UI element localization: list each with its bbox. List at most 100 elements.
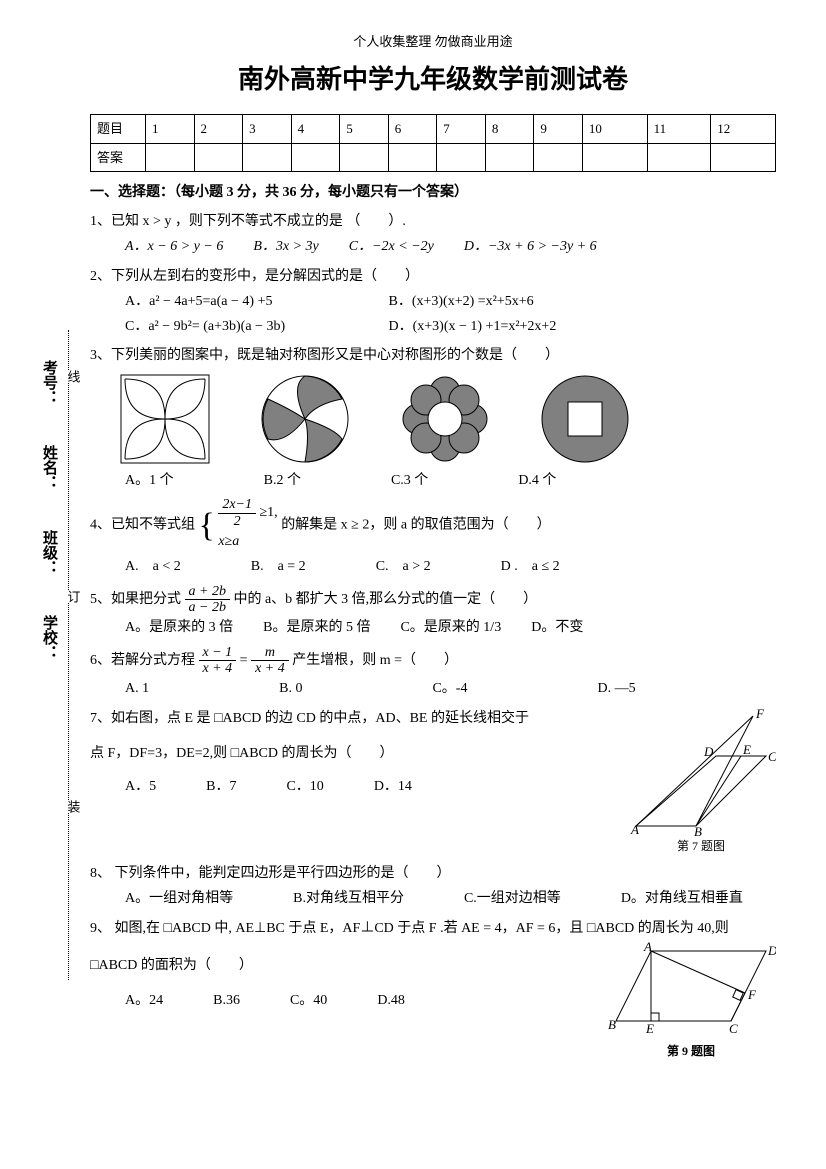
page-title: 南外高新中学九年级数学前测试卷 [90,57,776,104]
table-cell: 12 [711,115,776,143]
table-cell [582,143,647,171]
table-cell: 6 [388,115,437,143]
binding-mark: 订 [61,590,84,603]
option: D.48 [377,988,405,1013]
frac-den: x + 4 [251,661,289,676]
svg-text:C: C [729,1021,738,1036]
svg-text:A: A [643,941,652,954]
question-text: 9、 如图,在 □ABCD 中, AE⊥BC 于点 E，AF⊥CD 于点 F .… [90,916,776,941]
option: A. 1 [125,676,149,701]
option: C.3 个 [391,468,428,493]
pattern-4-icon [540,374,630,464]
question-3: 3、下列美丽的图案中，既是轴对称图形又是中心对称图形的个数是（ ） [90,343,776,493]
svg-text:E: E [645,1021,654,1036]
side-label: 班级： [35,530,62,575]
question-text: 1、已知 x > y ，则下列不等式不成立的是 （ ）. [90,214,406,229]
frac-den: 2 [218,514,256,529]
question-6: 6、若解分式方程 x − 1x + 4 = mx + 4 产生增根，则 m =（… [90,645,776,702]
option: D．(x+3)(x − 1) +1=x²+2x+2 [389,319,557,334]
table-cell [388,143,437,171]
table-cell: 4 [291,115,340,143]
svg-text:C: C [768,749,776,764]
table-cell [194,143,243,171]
option: C。是原来的 1/3 [400,615,501,640]
figure-caption: 第 9 题图 [606,1041,776,1063]
option: A．x − 6 > y − 6 [125,234,223,259]
option: C。40 [290,988,327,1013]
option: A．a² − 4a+5=a(a − 4) +5 [125,289,385,314]
option: B. 0 [279,676,302,701]
binding-mark: 线 [61,370,84,383]
option: C．10 [286,774,323,799]
frac-den: x + 4 [199,661,237,676]
table-cell [437,143,486,171]
figure-9: A D B E C F 第 9 题图 [606,941,776,1063]
option: B．7 [206,774,236,799]
question-text: 6、若解分式方程 [90,653,195,668]
figure-caption: 第 7 题图 [626,836,776,858]
figure-7: A B C D E F 第 7 题图 [626,706,776,858]
option: C。-4 [432,676,467,701]
option: A。一组对角相等 [125,886,233,911]
pattern-3-icon [400,374,490,464]
option: A。1 个 [125,468,174,493]
option: B.36 [213,988,240,1013]
svg-text:D: D [703,744,714,759]
header-note: 个人收集整理 勿做商业用途 [90,30,776,53]
table-cell: 3 [243,115,292,143]
question-4: 4、已知不等式组 { 2x−12 ≥1, x≥a 的解集是 x ≥ 2，则 a … [90,497,776,579]
side-label: 姓名： [35,445,62,490]
question-text: 3、下列美丽的图案中，既是轴对称图形又是中心对称图形的个数是（ ） [90,348,559,363]
question-text: 5、如果把分式 [90,592,181,607]
option: C．a² − 9b²= (a+3b)(a − 3b) [125,314,385,339]
option: D．14 [374,774,412,799]
binding-line: 线 订 装 [68,330,69,980]
table-cell [291,143,340,171]
svg-text:F: F [747,987,757,1002]
option: C.一组对边相等 [464,886,561,911]
option: B。是原来的 5 倍 [263,615,370,640]
option: D. —5 [597,676,635,701]
question-5: 5、如果把分式 a + 2ba − 2b 中的 a、b 都扩大 3 倍,那么分式… [90,584,776,641]
question-2: 2、下列从左到右的变形中，是分解因式的是（ ） A．a² − 4a+5=a(a … [90,264,776,340]
table-cell: 9 [534,115,583,143]
option: C．−2x < −2y [349,234,434,259]
table-cell [146,143,195,171]
side-label: 学校： [35,615,62,660]
binding-mark: 装 [61,800,84,813]
frac-den: a − 2b [185,600,230,615]
question-text: 中的 a、b 都扩大 3 倍,那么分式的值一定（ ） [233,592,537,607]
table-cell: 11 [647,115,711,143]
line2: x≥a [218,534,239,549]
option: B．(x+3)(x+2) =x²+5x+6 [389,294,534,309]
question-1: 1、已知 x > y ，则下列不等式不成立的是 （ ）. A．x − 6 > y… [90,209,776,259]
frac-num: a + 2b [185,584,230,600]
option: D.4 个 [518,468,556,493]
table-cell [485,143,534,171]
svg-text:E: E [742,742,751,757]
option: A。是原来的 3 倍 [125,615,233,640]
svg-text:D: D [767,943,776,958]
table-cell [534,143,583,171]
question-text: 的解集是 x ≥ 2，则 a 的取值范围为（ ） [281,518,550,533]
question-text: 4、已知不等式组 [90,518,195,533]
section-heading: 一、选择题：（每小题 3 分，共 36 分，每小题只有一个答案） [90,180,776,205]
pattern-1-icon [120,374,210,464]
question-8: 8、 下列条件中，能判定四边形是平行四边形的是（ ） A。一组对角相等 B.对角… [90,861,776,911]
frac-num: m [251,645,289,661]
table-cell [243,143,292,171]
svg-text:B: B [608,1017,616,1032]
option: B.对角线互相平分 [293,886,404,911]
table-header-label: 题目 [91,115,146,143]
option: D。不变 [531,615,583,640]
table-answer-label: 答案 [91,143,146,171]
table-cell: 2 [194,115,243,143]
table-cell: 5 [340,115,389,143]
question-text: 8、 下列条件中，能判定四边形是平行四边形的是（ ） [90,866,451,881]
eq: = [240,653,248,668]
table-cell [647,143,711,171]
table-cell: 8 [485,115,534,143]
option: B. a = 2 [251,554,306,579]
option: A. a < 2 [125,554,181,579]
option: D . a ≤ 2 [501,554,560,579]
